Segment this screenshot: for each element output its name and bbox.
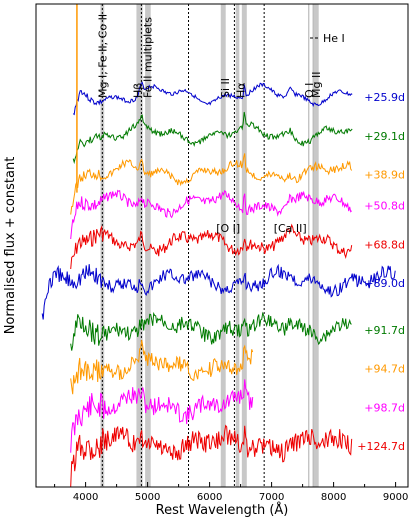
epoch-label-8: +98.7d <box>364 401 405 414</box>
x-axis-ticks: 4000 5000 6000 7000 8000 9000 <box>54 482 408 503</box>
epoch-labels: +25.9d +29.1d +38.9d +50.8d +68.8d +89.0d +91.… <box>357 91 405 453</box>
legend-label: He I <box>323 32 345 45</box>
shaded-band-4 <box>235 4 240 487</box>
epoch-label-2: +38.9d <box>364 169 405 182</box>
spectrum-series-4 <box>70 223 353 270</box>
x-axis-label: Rest Wavelength (Å) <box>156 502 289 518</box>
line-id-6: Mg II <box>310 72 323 98</box>
plot-frame <box>35 3 409 488</box>
spectrum-series-6 <box>70 311 352 351</box>
line-id-2: Fe II multiplets <box>142 17 155 98</box>
epoch-label-1: +29.1d <box>364 130 405 143</box>
spectrum-series-0 <box>72 81 353 116</box>
line-id-8: [Ca II] <box>274 222 307 235</box>
shaded-band-3 <box>220 4 226 487</box>
spectrum-series-9 <box>70 424 353 487</box>
spectrum-series-7 <box>70 339 254 395</box>
shaded-band-1 <box>136 4 143 487</box>
line-id-3: Si II <box>219 78 232 98</box>
shaded-bands <box>100 4 319 487</box>
spectrum-series-2 <box>70 153 353 215</box>
x-tick-label-2: 6000 <box>197 492 222 503</box>
line-id-7: [O I] <box>216 222 240 235</box>
y-axis-label: Normalised flux + constant <box>3 157 18 335</box>
spectrum-series-8 <box>70 379 254 453</box>
spectrum-series-5 <box>41 263 396 320</box>
line-id-1: Hβ <box>132 83 145 98</box>
line-id-4: Hα <box>235 82 248 98</box>
shaded-band-5 <box>241 4 247 487</box>
epoch-label-4: +68.8d <box>364 238 405 251</box>
spectrum-series-3 <box>70 189 353 240</box>
x-tick-label-4: 8000 <box>321 492 346 503</box>
x-tick-label-0: 4000 <box>73 492 98 503</box>
x-tick-label-3: 7000 <box>259 492 284 503</box>
epoch-label-3: +50.8d <box>364 200 405 213</box>
shaded-band-2 <box>145 4 151 487</box>
line-id-5: O I <box>303 83 316 98</box>
x-tick-label-5: 9000 <box>383 492 408 503</box>
x-tick-label-1: 5000 <box>135 492 160 503</box>
shaded-band-6 <box>313 4 319 487</box>
line-id-0: Mg I, Fe II, Co II <box>96 14 109 98</box>
epoch-label-5: +89.0d <box>364 277 405 290</box>
legend: He I <box>310 32 345 45</box>
epoch-label-6: +91.7d <box>364 324 405 337</box>
epoch-label-7: +94.7d <box>364 363 405 376</box>
spectra-series <box>41 4 396 487</box>
spectrum-series-1 <box>72 111 353 165</box>
epoch-label-0: +25.9d <box>364 91 405 104</box>
epoch-label-9: +124.7d <box>357 440 405 453</box>
